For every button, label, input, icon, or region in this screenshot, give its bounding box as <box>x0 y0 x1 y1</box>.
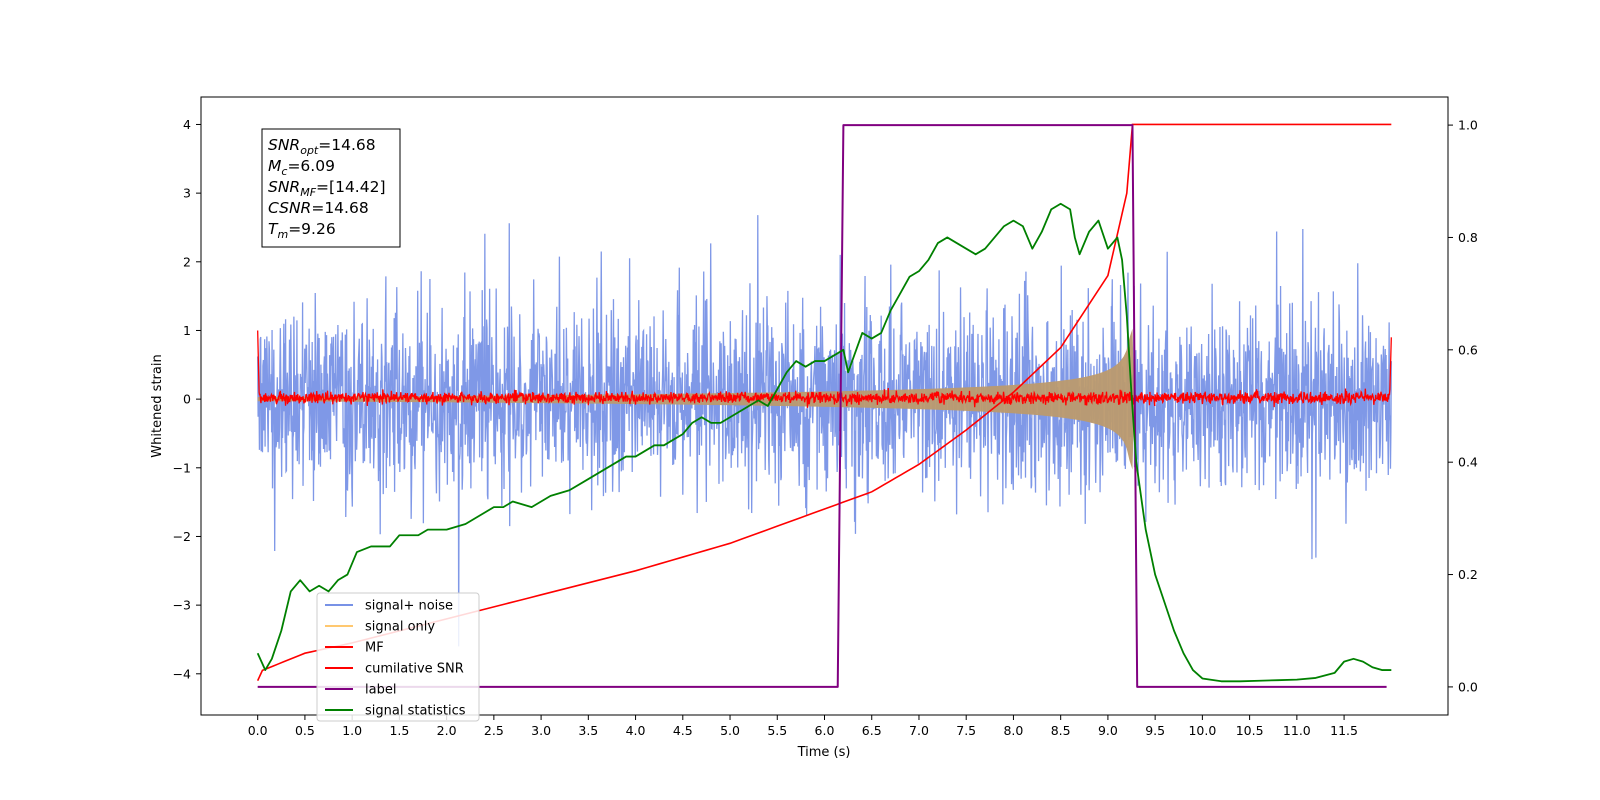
annotation-line: SNRMF=[14.42] <box>268 178 386 199</box>
y-tick-label: −2 <box>173 529 191 544</box>
x-tick-label: 9.5 <box>1145 723 1165 738</box>
legend-label: signal+ noise <box>365 599 453 614</box>
legend-label: label <box>365 683 396 698</box>
y2-tick-label: 1.0 <box>1458 118 1478 133</box>
x-tick-label: 3.5 <box>578 723 598 738</box>
x-tick-label: 6.0 <box>815 723 835 738</box>
x-tick-label: 1.5 <box>389 723 409 738</box>
annotation-line: CSNR=14.68 <box>268 199 369 217</box>
x-tick-label: 1.0 <box>342 723 362 738</box>
x-tick-label: 2.0 <box>437 723 457 738</box>
x-tick-label: 0.0 <box>248 723 268 738</box>
annotation-line: Tm=9.26 <box>268 220 336 241</box>
x-axis-label: Time (s) <box>797 745 851 760</box>
y2-tick-label: 0.6 <box>1458 342 1478 357</box>
series-mf <box>257 330 1392 408</box>
y2-tick-label: 0.0 <box>1458 679 1478 694</box>
series-signal-statistics <box>256 202 1392 683</box>
annotation-line: Mc=6.09 <box>268 157 335 178</box>
mf-layer <box>257 330 1392 408</box>
x-tick-label: 7.5 <box>956 723 976 738</box>
series-label <box>257 124 1387 688</box>
x-tick-label: 8.5 <box>1051 723 1071 738</box>
x-tick-label: 5.5 <box>767 723 787 738</box>
y-axis-label: Whitened strain <box>150 354 165 457</box>
y-tick-label: 4 <box>183 117 191 132</box>
legend-label: signal statistics <box>365 704 466 719</box>
legend-label: cumilative SNR <box>365 662 464 677</box>
annotation-frame <box>261 128 401 248</box>
legend-label: MF <box>365 641 384 656</box>
x-tick-label: 5.0 <box>720 723 740 738</box>
x-axis: 0.0 0.5 1.0 1.5 2.0 2.5 3.0 3.5 4.0 4.5 5.0 5.5 6.0 6… <box>248 715 1358 738</box>
x-tick-label: 9.0 <box>1098 723 1118 738</box>
x-tick-label: 10.5 <box>1236 723 1264 738</box>
annotation-line: SNRopt=14.68 <box>268 136 376 157</box>
x-tick-label: 4.5 <box>673 723 693 738</box>
x-tick-label: 6.5 <box>862 723 882 738</box>
x-tick-label: 10.0 <box>1188 723 1216 738</box>
x-tick-label: 3.0 <box>531 723 551 738</box>
x-tick-label: 0.5 <box>295 723 315 738</box>
x-tick-label: 2.5 <box>484 723 504 738</box>
y2-tick-label: 0.2 <box>1458 567 1478 582</box>
x-tick-label: 8.0 <box>1003 723 1023 738</box>
y2-tick-label: 0.4 <box>1458 455 1478 470</box>
annotation-box: SNRopt=14.68Mc=6.09SNRMF=[14.42]CSNR=14.… <box>261 128 401 248</box>
legend: signal+ noise signal only MF cumilative SNR… <box>316 592 480 722</box>
y-tick-label: 3 <box>183 186 191 201</box>
x-tick-label: 11.5 <box>1330 723 1358 738</box>
x-tick-label: 7.0 <box>909 723 929 738</box>
y-axis-right: 1.0 0.8 0.6 0.4 0.2 0.0 <box>1448 118 1478 694</box>
y-axis-left: 4 3 2 1 0 −1 −2 −3 −4 <box>173 117 201 681</box>
x-tick-label: 11.0 <box>1283 723 1311 738</box>
y-tick-label: −1 <box>173 460 191 475</box>
y-tick-label: −3 <box>173 598 191 613</box>
y-tick-label: 1 <box>183 323 191 338</box>
y-tick-label: −4 <box>173 666 191 681</box>
x-tick-label: 4.0 <box>626 723 646 738</box>
legend-label: signal only <box>365 620 435 635</box>
y-tick-label: 0 <box>183 392 191 407</box>
legend-frame <box>316 592 480 722</box>
y2-tick-label: 0.8 <box>1458 230 1478 245</box>
y-tick-label: 2 <box>183 254 191 269</box>
